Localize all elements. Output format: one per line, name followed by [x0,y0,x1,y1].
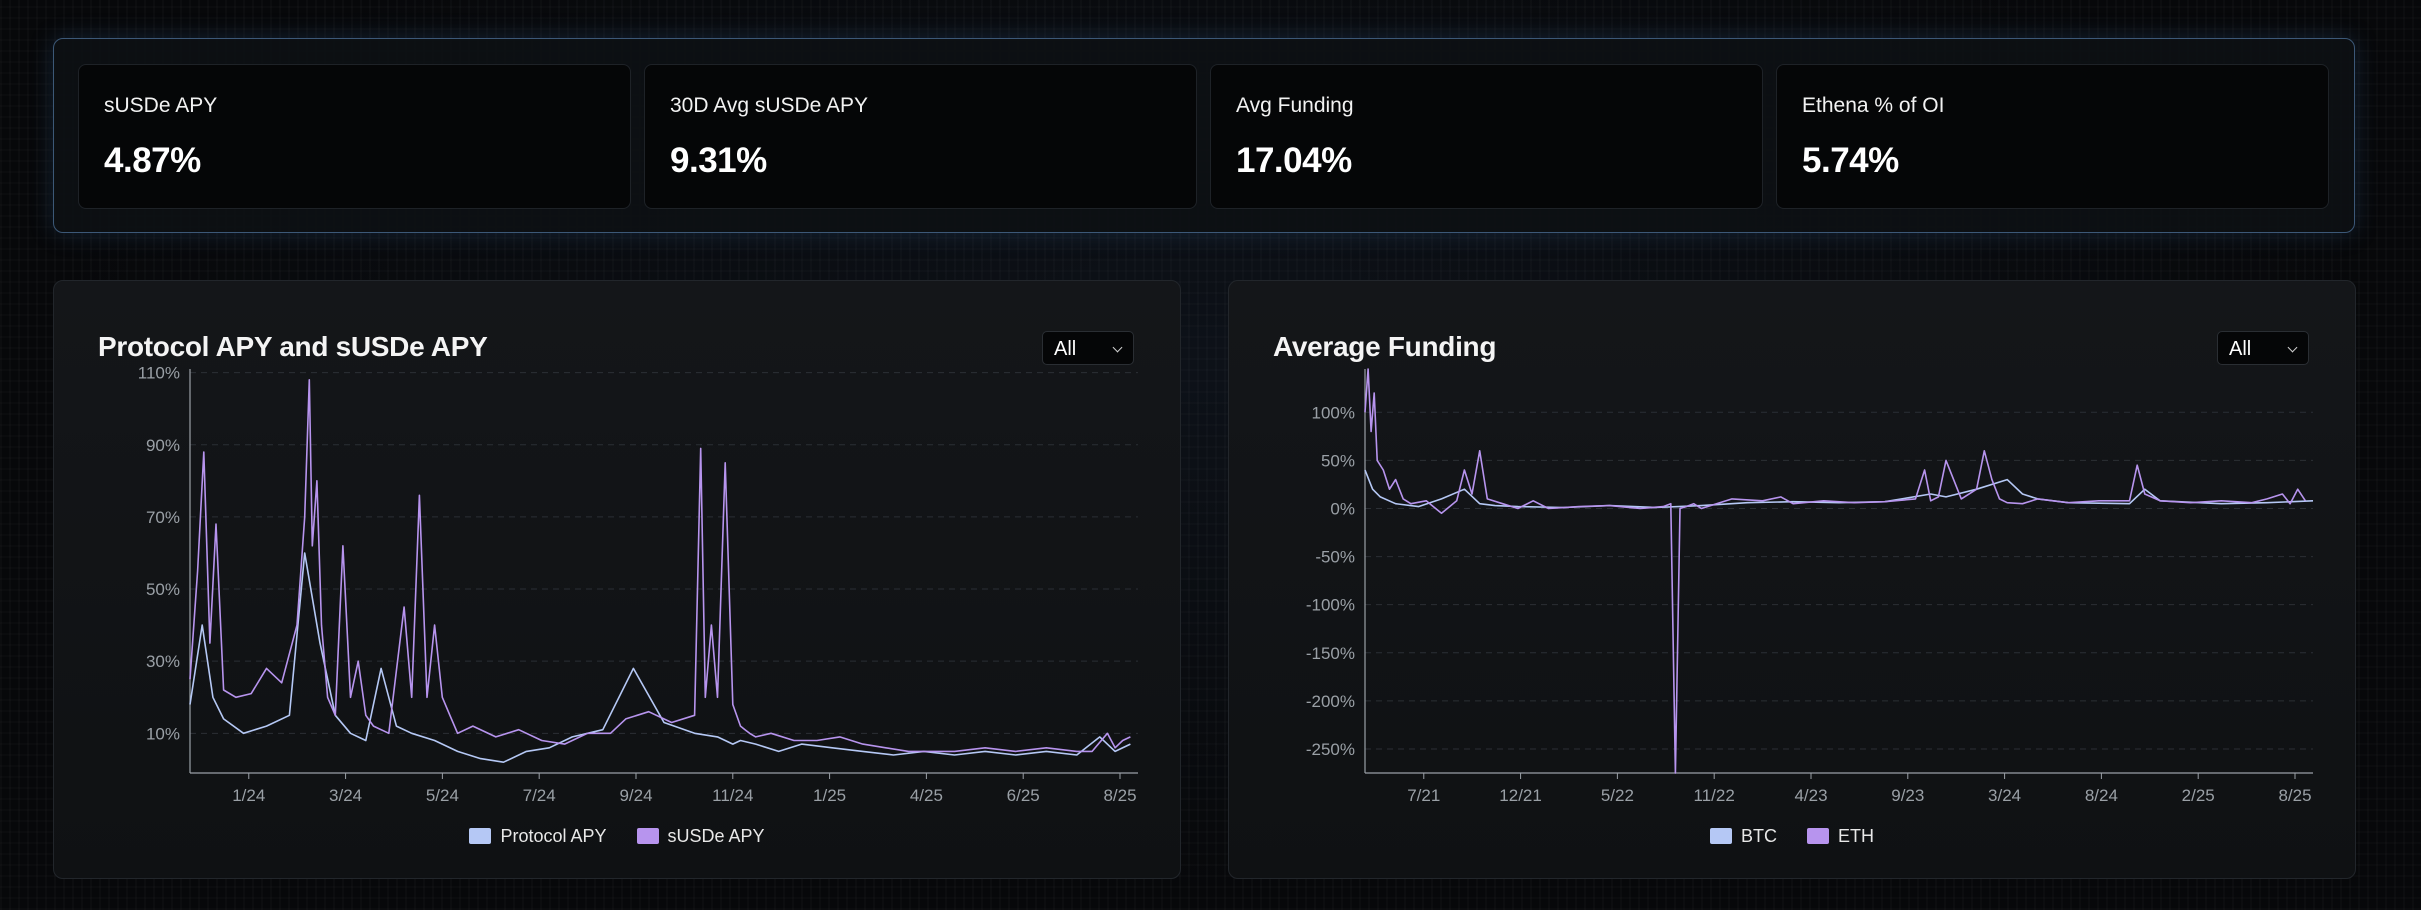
legend-swatch [1807,828,1829,844]
y-tick-label: -250% [1306,740,1355,759]
y-tick-label: -200% [1306,692,1355,711]
panel-title: Protocol APY and sUSDe APY [98,331,488,362]
protocol-apy-panel: Protocol APY and sUSDe APY All 110% 90% 70… [53,280,1181,879]
x-tick-label: 8/25 [2278,786,2311,805]
x-tick-label: 11/22 [1694,786,1735,805]
y-tick-label: 0% [1330,499,1355,518]
stat-value: 5.74% [1802,141,1899,180]
range-select[interactable]: All [2217,331,2309,365]
chart-legend: Protocol APY sUSDe APY [54,827,1180,845]
range-select-value: All [2229,338,2252,360]
x-tick-label: 12/21 [1499,786,1542,805]
x-tick-label: 4/25 [910,786,943,805]
stat-card-susde-apy: sUSDe APY 4.87% [78,64,631,209]
legend-label: Protocol APY [500,826,607,846]
legend-item-eth[interactable]: ETH [1807,827,1874,845]
y-tick-label: 100% [1312,403,1355,422]
stats-bar: sUSDe APY 4.87% 30D Avg sUSDe APY 9.31% … [53,38,2355,233]
chart-legend: BTC ETH [1229,827,2355,845]
y-tick-label: 110% [138,364,180,383]
y-tick-label: 50% [1321,451,1355,470]
stat-value: 9.31% [670,141,767,180]
stat-card-avg-funding: Avg Funding 17.04% [1210,64,1763,209]
legend-label: sUSDe APY [667,826,765,846]
y-tick-label: 10% [146,724,180,743]
legend-swatch [636,828,659,844]
x-tick-label: 7/24 [523,786,556,805]
y-tick-label: 70% [146,508,180,527]
legend-label: BTC [1741,826,1777,846]
average-funding-panel: Average Funding All 100% 50% 0% -50% -100% -1… [1228,280,2356,879]
legend-item-susde-apy[interactable]: sUSDe APY [636,826,765,846]
stat-value: 4.87% [104,141,201,180]
x-tick-label: 2/25 [2182,786,2215,805]
protocol-apy-chart: 110% 90% 70% 50% 30% 10% 1/24 3/24 5/24 7/24 9/24 1… [138,364,1138,805]
stat-value: 17.04% [1236,141,1352,180]
y-tick-label: 30% [146,652,180,671]
x-tick-label: 1/24 [232,786,265,805]
x-tick-label: 5/22 [1601,786,1634,805]
x-tick-label: 5/24 [426,786,459,805]
x-tick-label: 1/25 [813,786,846,805]
range-select[interactable]: All [1042,331,1134,365]
x-tick-label: 3/24 [1988,786,2021,805]
series-line-protocol-apy [189,552,1131,764]
y-tick-label: -100% [1306,596,1355,615]
series-line-btc [1364,469,2314,509]
y-tick-label: -150% [1306,644,1355,663]
range-select-value: All [1054,338,1077,360]
legend-item-btc[interactable]: BTC [1710,827,1777,845]
x-tick-label: 9/23 [1891,786,1924,805]
x-tick-label: 3/24 [329,786,362,805]
stat-label: Ethena % of OI [1802,94,1945,117]
legend-label: ETH [1838,826,1874,846]
series-line-eth [1364,368,2307,774]
x-tick-label: 11/24 [712,786,753,805]
x-tick-label: 4/23 [1794,786,1827,805]
stat-card-30d-avg: 30D Avg sUSDe APY 9.31% [644,64,1197,209]
legend-swatch [1710,828,1732,844]
x-tick-label: 8/25 [1103,786,1136,805]
x-tick-label: 7/21 [1407,786,1440,805]
x-tick-label: 6/25 [1007,786,1040,805]
y-tick-label: 50% [146,580,180,599]
legend-swatch [469,828,492,844]
stat-label: sUSDe APY [104,94,218,117]
panel-title: Average Funding [1273,331,1497,362]
x-tick-label: 8/24 [2085,786,2118,805]
stat-label: Avg Funding [1236,94,1354,117]
x-tick-label: 9/24 [619,786,652,805]
legend-item-protocol-apy[interactable]: Protocol APY [469,826,607,846]
average-funding-chart: 100% 50% 0% -50% -100% -150% -200% -250% 7/21 12/… [1306,368,2314,805]
stat-label: 30D Avg sUSDe APY [670,94,869,117]
y-tick-label: -50% [1315,548,1355,567]
series-line-susde-apy [189,379,1131,753]
stat-card-ethena-oi: Ethena % of OI 5.74% [1776,64,2329,209]
y-tick-label: 90% [146,436,180,455]
